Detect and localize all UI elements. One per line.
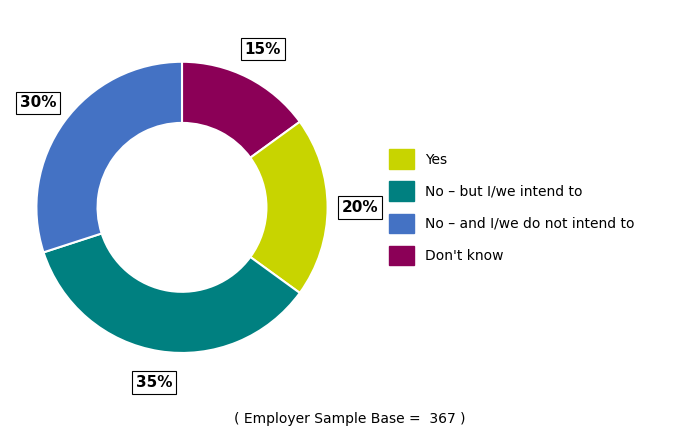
Wedge shape bbox=[251, 122, 328, 293]
Wedge shape bbox=[182, 62, 300, 158]
Wedge shape bbox=[36, 62, 182, 252]
Text: 35%: 35% bbox=[136, 375, 172, 390]
Text: 20%: 20% bbox=[342, 200, 378, 215]
Legend: Yes, No – but I/we intend to, No – and I/we do not intend to, Don't know: Yes, No – but I/we intend to, No – and I… bbox=[389, 149, 635, 265]
Wedge shape bbox=[43, 233, 300, 353]
Text: ( Employer Sample Base =  367 ): ( Employer Sample Base = 367 ) bbox=[234, 412, 466, 426]
Text: 30%: 30% bbox=[20, 95, 57, 111]
Text: 15%: 15% bbox=[244, 41, 281, 57]
